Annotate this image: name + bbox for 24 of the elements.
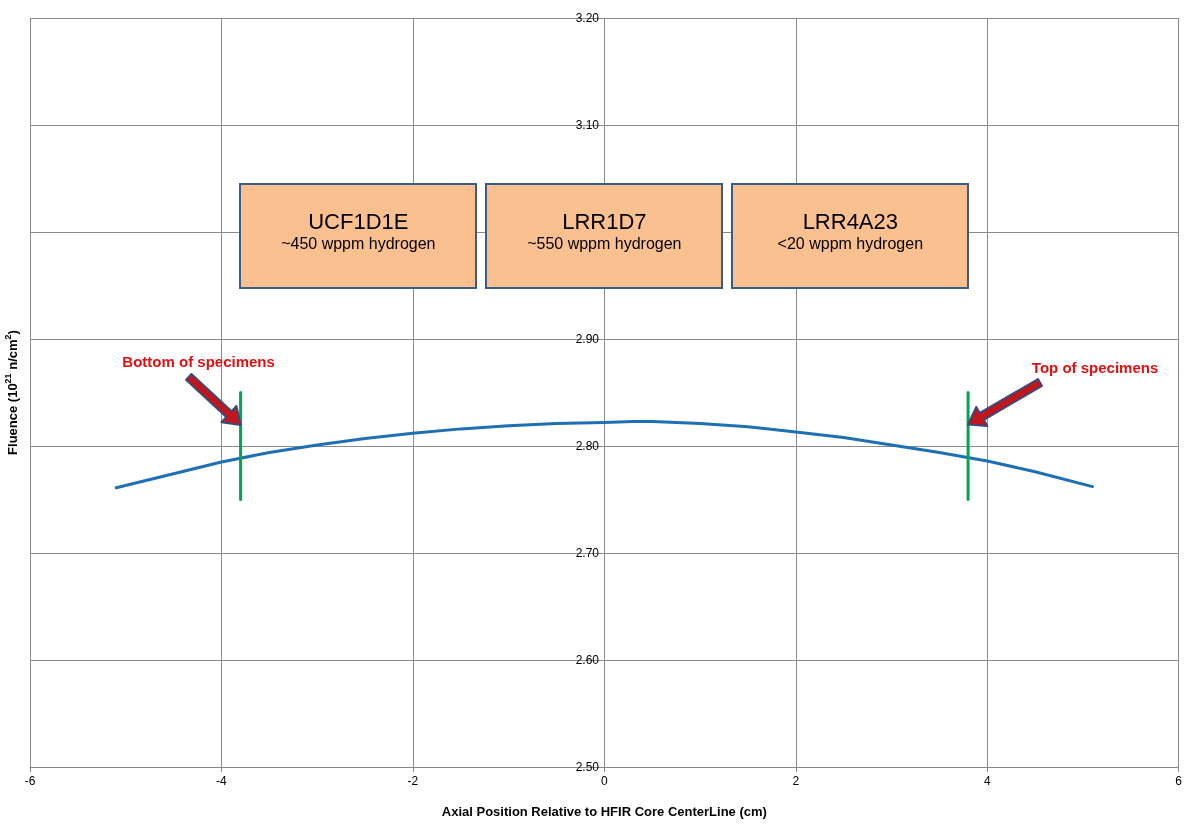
y-tick-label: 2.90 (575, 332, 600, 346)
line-series (114, 419, 1095, 490)
label-box: LRR4A23 <20 wppm hydrogen (731, 183, 970, 289)
y-tick-label: 2.80 (575, 439, 600, 453)
x-tick-label: -4 (216, 774, 228, 788)
y-tick-label: 3.20 (575, 11, 600, 25)
x-tick-label: -2 (407, 774, 419, 788)
label-box: UCF1D1E ~450 wppm hydrogen (239, 183, 478, 289)
x-tick-label: -6 (24, 774, 36, 788)
y-tick-label: 2.70 (575, 546, 600, 560)
x-tick-label: 0 (600, 774, 608, 788)
x-tick-label: 4 (983, 774, 991, 788)
label-box: LRR1D7 ~550 wppm hydrogen (485, 183, 724, 289)
x-tick-label: 6 (1175, 774, 1183, 788)
x-tick-label: 2 (792, 774, 800, 788)
y-tick-label: 2.50 (575, 760, 600, 774)
annotation: LRR4A23 <20 wppm hydrogen (776, 209, 925, 253)
y-tick-label: 3.10 (575, 118, 600, 132)
x-axis-title: Axial Position Relative to HFIR Core CenterLine (cm) (441, 804, 767, 819)
annotation: LRR1D7 ~550 wppm hydrogen (526, 209, 683, 253)
y-tick-label: 2.60 (575, 653, 600, 667)
annotation: Bottom of specimens (122, 352, 275, 370)
annotation: Top of specimens (1031, 358, 1159, 376)
annotation: UCF1D1E ~450 wppm hydrogen (280, 209, 437, 253)
